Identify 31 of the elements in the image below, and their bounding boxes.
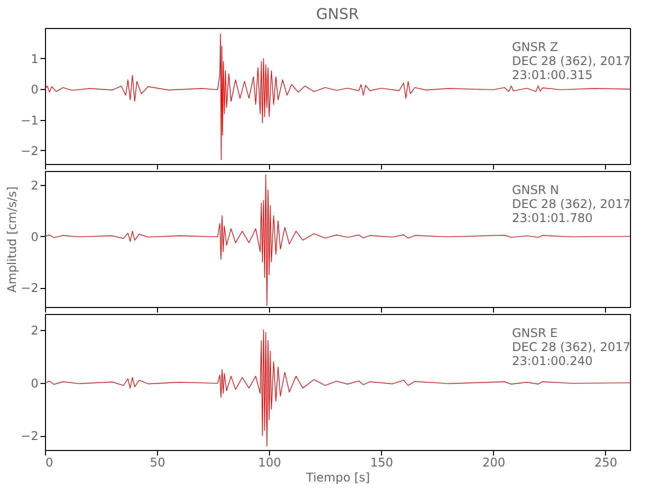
annotation: GNSR Z: [512, 40, 558, 54]
x-tick-label: 250: [594, 456, 618, 470]
line-series: [44, 330, 630, 447]
y-tick-label: 0: [30, 82, 38, 97]
line-series: [44, 174, 630, 306]
x-axis-title: Tiempo [s]: [305, 470, 370, 484]
y-tick-label: −2: [20, 429, 38, 444]
annotation: 23:01:00.315: [512, 68, 593, 82]
y-tick-label: 2: [30, 323, 38, 338]
line-series: [44, 33, 630, 160]
annotation: GNSR N: [512, 183, 560, 197]
x-tick-label: 50: [150, 456, 166, 470]
y-axis-title: Amplitud [cm/s/s]: [4, 186, 19, 293]
y-tick-label: 2: [30, 178, 38, 192]
annotation: DEC 28 (362), 2017: [512, 197, 631, 211]
x-tick-label: 200: [482, 456, 506, 470]
y-tick-label: −2: [20, 281, 38, 296]
annotation: GNSR E: [512, 326, 558, 340]
annotation: 23:01:00.240: [512, 354, 593, 368]
annotation: 23:01:01.780: [512, 211, 593, 225]
x-tick-label: 150: [370, 456, 394, 470]
y-tick-label: 0: [30, 376, 38, 390]
y-tick-label: −1: [20, 113, 38, 128]
y-tick-label: 1: [30, 52, 38, 66]
annotation: DEC 28 (362), 2017: [512, 340, 631, 354]
y-tick-label: 0: [30, 230, 38, 244]
annotation: DEC 28 (362), 2017: [512, 54, 631, 68]
y-tick-label: −2: [20, 144, 38, 158]
x-tick-label: 0: [46, 456, 54, 470]
chart-title: GNSR: [316, 5, 359, 23]
x-tick-label: 100: [258, 456, 282, 470]
